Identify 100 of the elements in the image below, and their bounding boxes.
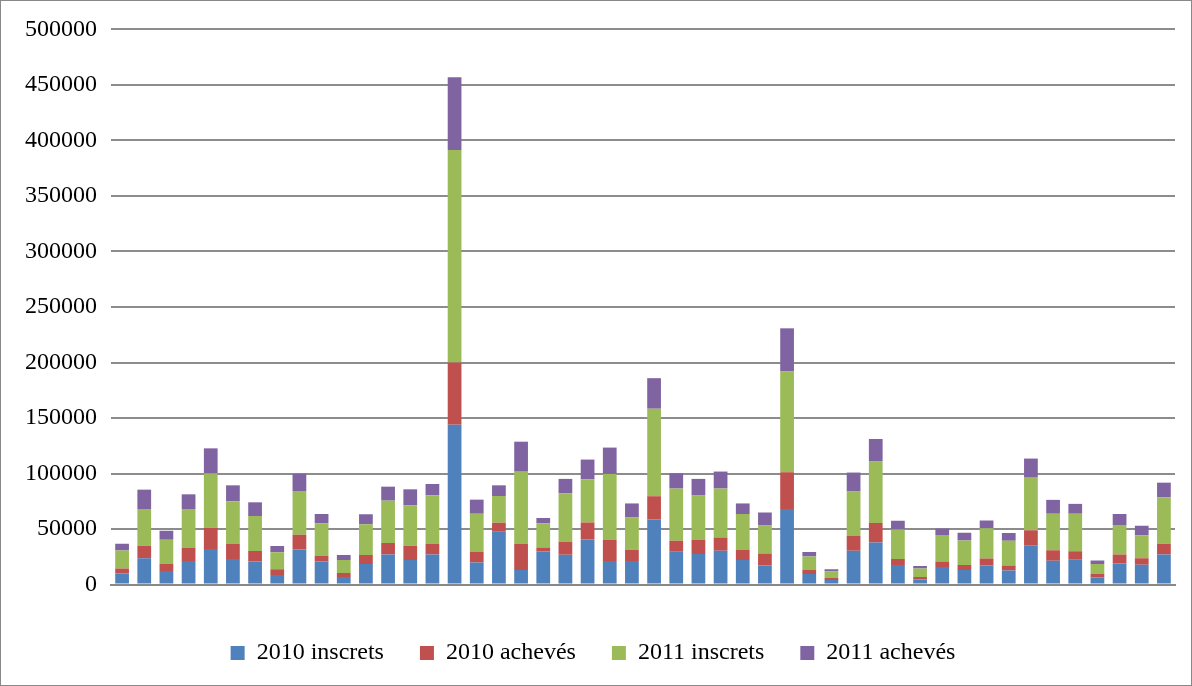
bar (713, 550, 728, 584)
bar (1090, 574, 1105, 578)
bar (647, 519, 661, 584)
bar (713, 471, 728, 489)
bar (558, 542, 573, 555)
bar (181, 560, 196, 584)
bar (447, 424, 462, 584)
bar (359, 524, 373, 555)
bar (735, 559, 750, 584)
bar (1157, 543, 1171, 555)
bar (469, 513, 484, 552)
bar (935, 566, 950, 584)
bar (536, 517, 551, 524)
bar (1046, 513, 1060, 551)
bar (514, 471, 528, 544)
bar (203, 548, 218, 584)
bar (403, 559, 418, 584)
bar (181, 494, 196, 509)
bar (248, 502, 262, 516)
bar (447, 150, 462, 363)
bar (292, 534, 307, 550)
bar (270, 574, 285, 584)
bar (625, 549, 639, 561)
bar (691, 554, 706, 584)
bar (115, 550, 129, 569)
bar (824, 569, 839, 572)
bar (137, 545, 152, 559)
bar (1046, 550, 1060, 561)
bar (203, 527, 218, 549)
bar (713, 537, 728, 551)
bar (1134, 558, 1149, 565)
legend-label: 2010 inscrets (256, 638, 384, 665)
bar (1090, 577, 1105, 584)
bar (181, 547, 196, 561)
bar (1068, 503, 1083, 514)
bar (514, 543, 528, 570)
legend-label: 2011 achevés (826, 638, 956, 665)
bar (780, 472, 794, 510)
bar (492, 522, 506, 532)
bar (359, 554, 373, 564)
bar (935, 561, 950, 567)
bar (403, 505, 418, 546)
bar (625, 560, 639, 584)
bar (514, 569, 528, 584)
y-tick-label: 450000 (25, 70, 97, 97)
bar (248, 515, 262, 551)
y-tick-label: 150000 (25, 403, 97, 430)
bar (824, 577, 839, 580)
bar (868, 542, 883, 584)
bar (824, 579, 839, 584)
bar (469, 562, 484, 584)
bar (514, 441, 528, 472)
bar (492, 485, 506, 496)
bar (137, 508, 152, 546)
bar (780, 328, 794, 372)
bar (891, 558, 905, 565)
bar (469, 499, 484, 514)
bar (115, 573, 129, 584)
bar (935, 535, 950, 562)
bar (137, 489, 152, 509)
bar (758, 565, 772, 584)
bar (647, 408, 661, 497)
bar (226, 501, 240, 544)
y-tick-label: 500000 (25, 14, 97, 41)
bar (1001, 540, 1016, 566)
bar (536, 523, 551, 548)
bar (558, 493, 573, 543)
bar (957, 569, 972, 584)
bar (580, 459, 595, 480)
bar (248, 550, 262, 562)
bar (1024, 458, 1038, 478)
bar (1024, 545, 1038, 584)
bar (846, 472, 861, 492)
bar (691, 495, 706, 541)
bar (602, 560, 617, 584)
bar (669, 488, 684, 541)
bar (1001, 570, 1016, 584)
bar (979, 520, 994, 529)
bar (1112, 563, 1127, 584)
bar (226, 485, 240, 502)
bar (159, 530, 174, 540)
bar (469, 551, 484, 563)
bar (1068, 551, 1083, 560)
bar (602, 447, 617, 474)
y-tick-label: 50000 (37, 514, 97, 541)
bar (1157, 497, 1171, 544)
bar (292, 473, 307, 491)
bar (1090, 560, 1105, 565)
bar (735, 503, 750, 515)
bar (1112, 514, 1127, 526)
bar (1001, 532, 1016, 541)
bar (957, 564, 972, 570)
bar (425, 484, 440, 496)
y-tick-label: 250000 (25, 292, 97, 319)
bar (536, 547, 551, 552)
bar (403, 545, 418, 560)
bar (580, 539, 595, 584)
bar (735, 550, 750, 560)
bar (647, 378, 661, 409)
y-tick-label: 350000 (25, 181, 97, 208)
